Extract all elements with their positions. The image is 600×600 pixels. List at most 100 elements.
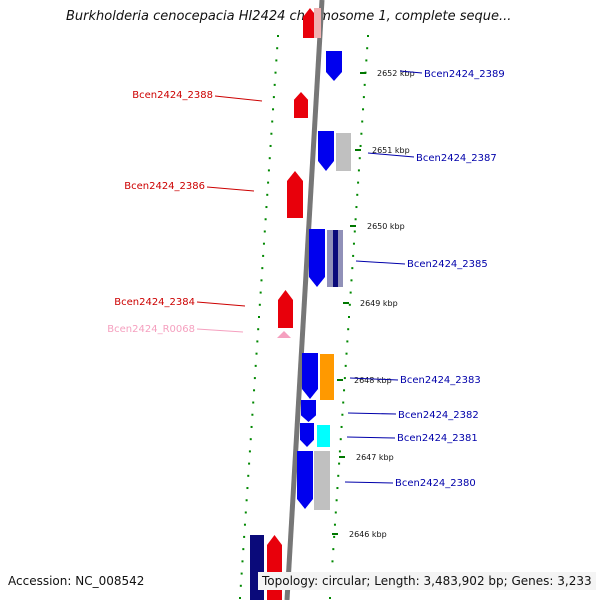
gene-feature[interactable] bbox=[297, 451, 313, 509]
track-boundary-dots bbox=[353, 230, 356, 233]
track-boundary-dots bbox=[245, 499, 248, 502]
gene-feature[interactable] bbox=[320, 354, 334, 400]
track-boundary-dots bbox=[367, 35, 369, 37]
track-boundary-dots bbox=[271, 120, 274, 123]
gene-feature[interactable] bbox=[314, 8, 321, 38]
track-boundary-dots bbox=[361, 120, 364, 123]
gene-label-leader bbox=[399, 70, 423, 74]
track-boundary-dots bbox=[350, 279, 353, 282]
gene-label-leader bbox=[349, 377, 399, 381]
track-boundary-dots bbox=[362, 108, 365, 111]
track-boundary-dots bbox=[363, 83, 366, 86]
gene-label-leader bbox=[355, 260, 406, 265]
track-boundary-dots bbox=[250, 425, 253, 428]
track-boundary-dots bbox=[341, 413, 344, 416]
track-boundary-dots bbox=[356, 193, 359, 196]
track-boundary-dots bbox=[253, 389, 256, 392]
track-boundary-dots bbox=[352, 254, 355, 257]
track-boundary-dots bbox=[277, 35, 279, 37]
gene-label-leader bbox=[196, 301, 246, 307]
gene-feature[interactable] bbox=[278, 290, 293, 328]
track-boundary-dots bbox=[243, 535, 246, 538]
track-boundary-dots bbox=[333, 523, 336, 526]
track-boundary-dots bbox=[262, 242, 265, 245]
track-boundary-dots bbox=[342, 401, 345, 404]
track-boundary-dots bbox=[267, 169, 270, 172]
track-boundary-dots bbox=[273, 83, 276, 86]
track-boundary-dots bbox=[337, 474, 340, 477]
track-boundary-dots bbox=[239, 597, 241, 599]
track-boundary-dots bbox=[343, 389, 346, 392]
track-boundary-dots bbox=[255, 352, 258, 355]
gene-label[interactable]: Bcen2424_2384 bbox=[114, 297, 195, 308]
track-boundary-dots bbox=[338, 450, 341, 453]
gene-label[interactable]: Bcen2424_2382 bbox=[398, 410, 479, 421]
track-boundary-dots bbox=[360, 132, 363, 135]
gene-feature[interactable] bbox=[336, 133, 351, 171]
gene-feature[interactable] bbox=[300, 423, 314, 447]
track-boundary-dots bbox=[261, 267, 264, 270]
track-boundary-dots bbox=[253, 377, 256, 380]
gene-feature[interactable] bbox=[277, 331, 291, 338]
gene-feature[interactable] bbox=[303, 8, 317, 38]
gene-feature[interactable] bbox=[267, 535, 282, 600]
tick-label: 2650 kbp bbox=[367, 222, 405, 231]
gene-label[interactable]: Bcen2424_2387 bbox=[416, 153, 497, 164]
track-boundary-dots bbox=[276, 47, 279, 50]
tick-label: 2652 kbp bbox=[377, 69, 415, 78]
gene-label-leader bbox=[347, 412, 397, 415]
gene-feature[interactable] bbox=[333, 230, 338, 287]
gene-feature[interactable] bbox=[314, 451, 330, 510]
gene-feature[interactable] bbox=[250, 535, 264, 600]
track-boundary-dots bbox=[260, 279, 263, 282]
accession-text: Accession: NC_008542 bbox=[8, 574, 145, 588]
track-boundary-dots bbox=[357, 181, 360, 184]
gene-label[interactable]: Bcen2424_2383 bbox=[400, 375, 481, 386]
track-boundary-dots bbox=[332, 548, 335, 551]
gene-feature[interactable] bbox=[317, 425, 330, 447]
track-boundary-dots bbox=[348, 303, 351, 306]
gene-label-leader bbox=[206, 186, 255, 192]
gene-label[interactable]: Bcen2424_2388 bbox=[132, 90, 213, 101]
track-boundary-dots bbox=[258, 303, 261, 306]
track-boundary-dots bbox=[270, 132, 273, 135]
gene-label[interactable]: Bcen2424_2385 bbox=[407, 259, 488, 270]
gene-label[interactable]: Bcen2424_R0068 bbox=[107, 324, 195, 335]
track-boundary-dots bbox=[264, 218, 267, 221]
track-boundary-dots bbox=[257, 328, 260, 331]
track-boundary-dots bbox=[365, 59, 368, 62]
track-boundary-dots bbox=[266, 193, 269, 196]
track-boundary-dots bbox=[269, 144, 272, 147]
track-boundary-dots bbox=[333, 535, 336, 538]
track-boundary-dots bbox=[248, 450, 251, 453]
track-boundary-dots bbox=[331, 560, 334, 563]
gene-label[interactable]: Bcen2424_2381 bbox=[397, 433, 478, 444]
track-boundary-dots bbox=[265, 206, 268, 209]
track-boundary-dots bbox=[252, 401, 255, 404]
track-boundary-dots bbox=[256, 340, 259, 343]
gene-label[interactable]: Bcen2424_2389 bbox=[424, 69, 505, 80]
track-boundary-dots bbox=[239, 584, 242, 587]
gene-feature[interactable] bbox=[318, 131, 334, 171]
track-boundary-dots bbox=[241, 560, 244, 563]
gene-feature[interactable] bbox=[302, 353, 318, 399]
gene-feature[interactable] bbox=[287, 171, 303, 218]
gene-feature[interactable] bbox=[326, 51, 342, 81]
gene-label[interactable]: Bcen2424_2386 bbox=[124, 181, 205, 192]
track-boundary-dots bbox=[334, 511, 337, 514]
track-boundary-dots bbox=[359, 144, 362, 147]
gene-label[interactable]: Bcen2424_2380 bbox=[395, 478, 476, 489]
track-boundary-dots bbox=[335, 499, 338, 502]
track-boundary-dots bbox=[329, 597, 331, 599]
gene-feature[interactable] bbox=[301, 400, 316, 422]
track-boundary-dots bbox=[251, 413, 254, 416]
track-boundary-dots bbox=[366, 47, 369, 50]
track-boundary-dots bbox=[272, 96, 275, 99]
gene-label-leader bbox=[214, 95, 263, 102]
gene-feature[interactable] bbox=[309, 229, 325, 287]
gene-feature[interactable] bbox=[294, 92, 308, 118]
track-boundary-dots bbox=[339, 438, 342, 441]
track-boundary-dots bbox=[275, 59, 278, 62]
track-boundary-dots bbox=[243, 523, 246, 526]
